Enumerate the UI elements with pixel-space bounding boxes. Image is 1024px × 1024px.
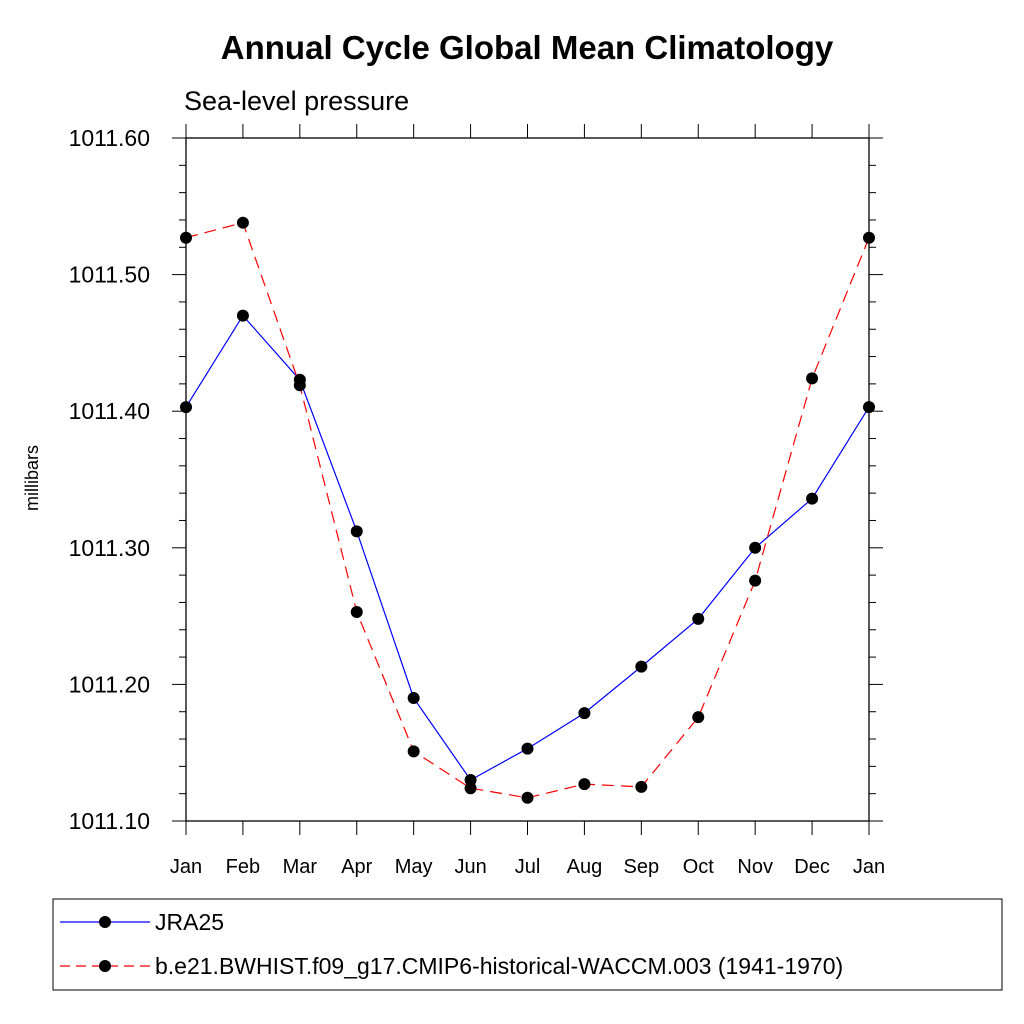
data-point-series-1 (236, 216, 249, 229)
data-point-series-1 (350, 606, 363, 619)
data-point-series-0 (236, 309, 249, 322)
legend-marker-waccm (99, 960, 111, 972)
data-point-series-1 (180, 231, 192, 244)
y-tick-label: 1011.10 (69, 808, 150, 834)
legend-label-jra25: JRA25 (155, 909, 224, 935)
x-tick-label: May (395, 856, 433, 878)
x-tick-label: Feb (226, 856, 260, 878)
x-tick-label: Jun (454, 856, 486, 878)
y-tick-labels: 1011.10 1011.20 1011.30 1011.40 1011.50 1011.… (69, 125, 150, 834)
y-tick-label: 1011.30 (69, 535, 150, 561)
data-point-series-0 (578, 707, 591, 720)
data-point-series-0 (863, 401, 875, 414)
data-point-series-1 (521, 791, 534, 804)
data-point-series-0 (350, 525, 363, 538)
data-point-series-0 (521, 742, 534, 755)
y-tick-label: 1011.50 (69, 262, 150, 288)
data-point-series-1 (635, 780, 648, 793)
series-line-1 (185, 221, 870, 799)
series-points (180, 216, 875, 804)
x-tick-label: Aug (567, 856, 603, 878)
series-line-0 (185, 314, 870, 781)
data-point-series-1 (863, 231, 875, 244)
axis-ticks (172, 124, 883, 835)
legend-box (52, 898, 1003, 991)
chart-subtitle: Sea-level pressure (184, 86, 409, 116)
x-tick-label: Apr (341, 856, 372, 878)
x-tick-label: Nov (737, 856, 773, 878)
x-tick-label: Oct (683, 856, 715, 878)
series-lines (185, 221, 870, 799)
x-tick-labels: Jan Feb Mar Apr May Jun Jul Aug Sep Oct Nov Dec Jan (170, 856, 885, 878)
data-point-series-1 (692, 711, 705, 724)
data-point-series-0 (806, 492, 819, 505)
data-point-series-1 (464, 782, 477, 795)
x-tick-label: Jul (515, 856, 541, 878)
x-tick-label: Mar (283, 856, 318, 878)
data-point-series-0 (635, 660, 648, 673)
y-axis-label: millibars (22, 445, 42, 511)
data-point-series-1 (806, 372, 819, 385)
data-point-series-1 (293, 379, 306, 392)
y-tick-label: 1011.60 (69, 125, 150, 151)
x-tick-label: Dec (794, 856, 830, 878)
data-point-series-0 (180, 401, 192, 414)
data-point-series-0 (692, 612, 705, 625)
x-tick-label: Jan (170, 856, 202, 878)
data-point-series-0 (749, 541, 762, 554)
x-tick-label: Jan (853, 856, 885, 878)
data-point-series-1 (407, 745, 420, 758)
x-tick-label: Sep (624, 856, 660, 878)
y-tick-label: 1011.40 (69, 398, 150, 424)
data-point-series-1 (749, 574, 762, 587)
data-point-series-1 (578, 778, 591, 791)
plot-frame (185, 137, 870, 822)
legend-label-waccm: b.e21.BWHIST.f09_g17.CMIP6-historical-WA… (155, 953, 843, 979)
data-point-series-0 (407, 692, 420, 705)
legend-marker-jra25 (99, 916, 111, 928)
y-tick-label: 1011.20 (69, 671, 150, 697)
chart-title: Annual Cycle Global Mean Climatology (221, 29, 834, 66)
legend: JRA25 b.e21.BWHIST.f09_g17.CMIP6-histori… (52, 898, 1003, 991)
